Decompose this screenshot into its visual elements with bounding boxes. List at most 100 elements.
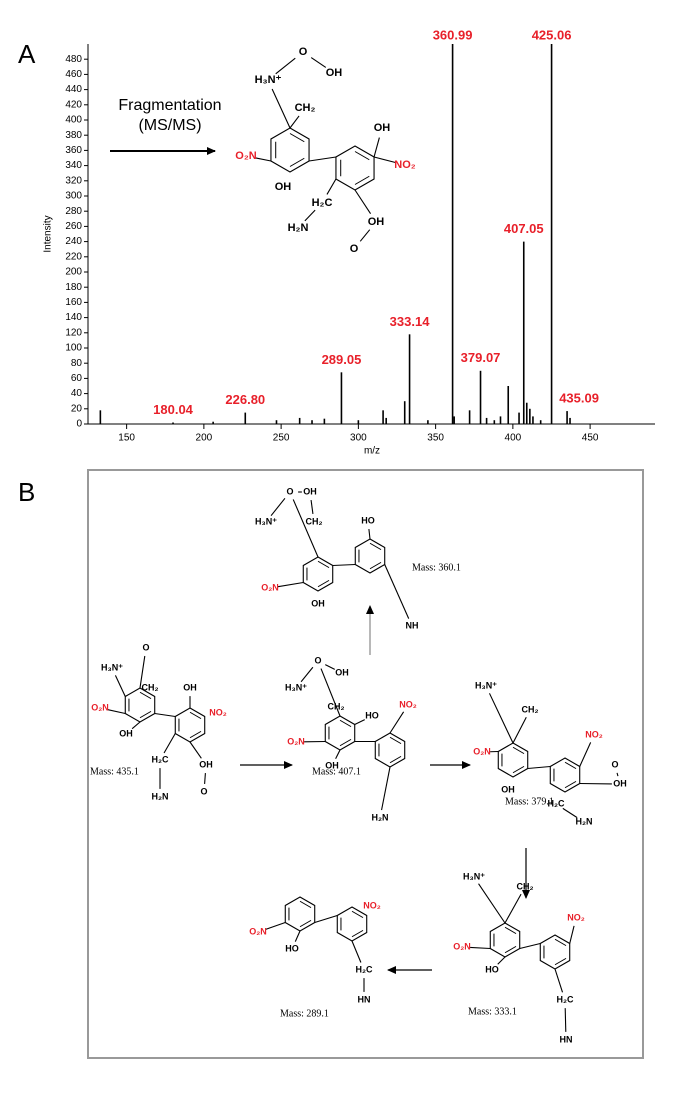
y-tick-label: 60 xyxy=(71,373,83,384)
bond xyxy=(277,581,304,588)
double-bond xyxy=(504,945,517,954)
atom-label: NO₂ xyxy=(363,900,381,910)
atom-label: HN xyxy=(358,994,371,1004)
bond xyxy=(275,57,296,75)
atom-label: OH xyxy=(368,216,385,228)
y-tick-label: 340 xyxy=(65,160,82,171)
bond xyxy=(332,563,356,567)
double-bond xyxy=(289,133,305,143)
atom-label: H₂C xyxy=(557,994,574,1004)
atom-label: OH xyxy=(311,598,325,608)
peak-label: 379.07 xyxy=(461,350,501,365)
atom-label: O xyxy=(286,486,293,496)
bond xyxy=(204,773,206,784)
bond xyxy=(163,733,176,754)
bond xyxy=(373,156,396,164)
double-bond xyxy=(354,151,370,161)
panel-label: A xyxy=(18,39,36,69)
atom-label: O₂N xyxy=(235,150,256,162)
bond xyxy=(519,942,541,950)
bond xyxy=(154,712,176,718)
y-tick-label: 80 xyxy=(71,358,83,369)
ring xyxy=(284,896,316,932)
atom-label: OH xyxy=(501,784,515,794)
peak-label: 180.04 xyxy=(153,402,194,417)
bond xyxy=(616,772,619,777)
bond xyxy=(384,564,410,619)
y-tick-label: 160 xyxy=(65,297,82,308)
bond xyxy=(478,883,506,924)
double-bond xyxy=(564,761,577,770)
double-bond xyxy=(339,719,352,728)
atom-label: O xyxy=(350,243,359,255)
double-bond xyxy=(339,738,352,747)
y-tick-label: 300 xyxy=(65,191,82,202)
ring xyxy=(270,127,310,173)
ring xyxy=(124,687,156,723)
double-bond xyxy=(139,710,152,719)
y-tick-label: 100 xyxy=(65,343,82,354)
bond xyxy=(354,189,372,215)
y-tick-label: 280 xyxy=(65,206,82,217)
scheme-arrows xyxy=(240,605,530,974)
double-bond xyxy=(189,711,202,720)
bond xyxy=(488,693,514,744)
peak-label: 407.05 xyxy=(504,221,544,236)
ring xyxy=(539,934,571,970)
mass-label: Mass: 360.1 xyxy=(412,562,461,573)
mass-label: Mass: 435.1 xyxy=(90,766,139,777)
double-bond xyxy=(299,919,312,928)
bond xyxy=(569,925,575,944)
bond xyxy=(114,675,126,697)
double-bond xyxy=(369,561,382,570)
bond xyxy=(320,668,341,717)
atom-label: H₃N⁺ xyxy=(463,871,485,881)
bond xyxy=(310,499,314,515)
atom-label: NO₂ xyxy=(394,159,416,171)
atom-label: OH xyxy=(275,181,292,193)
double-bond xyxy=(354,175,370,185)
mass-label: Mass: 333.1 xyxy=(468,1006,517,1017)
atom-label: NH xyxy=(406,620,419,630)
bond xyxy=(131,721,141,730)
atom-label: O₂N xyxy=(91,702,109,712)
bond xyxy=(354,719,365,725)
atom-label: H₃N⁺ xyxy=(285,682,307,692)
x-axis-title: m/z xyxy=(364,446,380,457)
bond xyxy=(304,209,316,222)
double-bond xyxy=(351,929,364,938)
y-tick-label: 360 xyxy=(65,145,82,156)
atom-label: NO₂ xyxy=(209,707,227,717)
ring xyxy=(302,556,334,592)
y-tick-label: 40 xyxy=(71,388,83,399)
atom-label: OH xyxy=(303,486,317,496)
peak-label: 360.99 xyxy=(433,27,473,42)
atom-label: H₂N xyxy=(576,816,593,826)
atom-label: OH xyxy=(325,760,339,770)
y-tick-label: 0 xyxy=(76,419,82,430)
bond xyxy=(512,716,527,744)
y-tick-label: 220 xyxy=(65,251,82,262)
atom-label: O xyxy=(200,786,207,796)
atom-label: NO₂ xyxy=(567,912,585,922)
double-bond xyxy=(351,910,364,919)
mass-label: Mass: 289.1 xyxy=(280,1008,329,1019)
x-tick-label: 450 xyxy=(582,433,599,444)
atom-label: NO₂ xyxy=(585,729,603,739)
atom-label: O₂N xyxy=(473,746,491,756)
atom-label: H₃N⁺ xyxy=(255,74,282,86)
y-tick-label: 440 xyxy=(65,84,82,95)
atom-label: H₂C xyxy=(548,798,565,808)
ring xyxy=(489,922,521,958)
atom-label: CH₂ xyxy=(306,516,323,526)
bond xyxy=(107,709,126,715)
atom-label: HN xyxy=(560,1034,573,1044)
peak-label: 425.06 xyxy=(532,27,572,42)
atom-label: OH xyxy=(199,759,213,769)
atom-label: H₂C xyxy=(356,964,373,974)
double-bond xyxy=(389,755,402,764)
atom-label: OH xyxy=(374,122,391,134)
double-bond xyxy=(139,691,152,700)
bond xyxy=(308,156,337,162)
atom-label: H₂N xyxy=(288,222,309,234)
